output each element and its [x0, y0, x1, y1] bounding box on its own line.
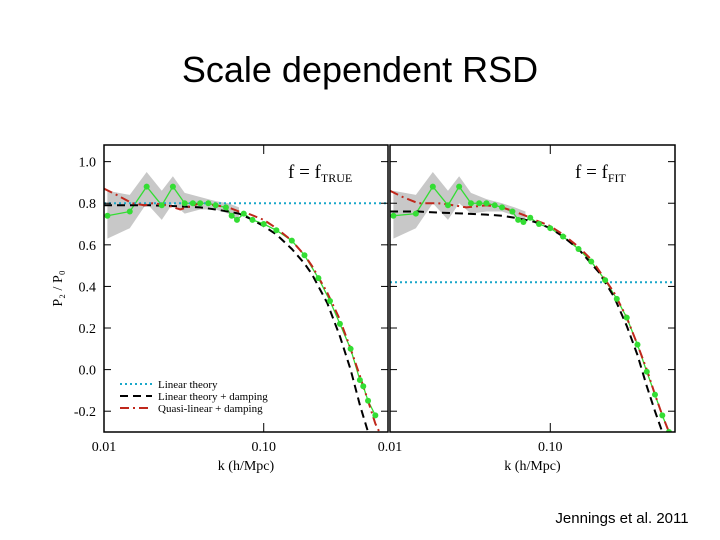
- data-point: [169, 183, 176, 190]
- plot-area: [104, 172, 388, 432]
- data-point: [499, 204, 506, 211]
- data-point: [181, 200, 188, 207]
- data-point: [491, 202, 498, 209]
- legend-label: Linear theory: [158, 379, 218, 391]
- x-tick-label: 0.01: [92, 440, 117, 455]
- x-tick-label: 0.10: [251, 440, 276, 455]
- data-point: [197, 200, 204, 207]
- data-point: [158, 202, 165, 209]
- data-point: [260, 221, 267, 228]
- data-point: [651, 391, 658, 398]
- legend-label: Quasi-linear + damping: [158, 403, 263, 415]
- data-point: [288, 237, 295, 244]
- annotation-sub: TRUE: [321, 171, 352, 185]
- y-tick-label: 0.0: [79, 364, 97, 379]
- data-point: [444, 202, 451, 209]
- data-point: [315, 275, 322, 282]
- plot-area: [390, 172, 675, 432]
- data-point: [143, 183, 150, 190]
- data-point: [412, 210, 419, 217]
- annotation-main: f = f: [288, 162, 322, 183]
- error-band: [107, 172, 239, 239]
- data-point: [547, 225, 554, 232]
- model-line: [390, 189, 670, 432]
- data-point: [623, 314, 630, 321]
- x-tick-label: 0.10: [538, 440, 563, 455]
- frame: [103, 144, 389, 433]
- data-point: [559, 233, 566, 240]
- data-point: [467, 200, 474, 207]
- y-tick-label: 0.8: [79, 197, 97, 212]
- data-point: [613, 295, 620, 302]
- data-point: [126, 208, 133, 215]
- slide-title: Scale dependent RSD: [182, 49, 538, 90]
- x-axis-label: k (h/Mpc): [218, 459, 275, 474]
- data-point: [390, 212, 397, 219]
- data-point: [205, 200, 212, 207]
- data-point: [634, 341, 641, 348]
- data-point: [336, 320, 343, 327]
- data-point: [372, 412, 379, 419]
- model-line: [390, 210, 664, 432]
- model-line: [104, 187, 381, 432]
- data-point: [222, 204, 229, 211]
- data-point: [189, 200, 196, 207]
- y-axis-label: P₂ / P₀: [51, 270, 66, 306]
- panel: 1.0 0.8 0.6 0.4 0.2 0.0 -0.2 0.01 0.10 k (h/Mpc) P…: [51, 144, 389, 474]
- annotation-sub: FIT: [608, 171, 627, 185]
- y-tick-label: -0.2: [74, 405, 96, 420]
- data-point: [535, 221, 542, 228]
- data-line: [107, 185, 376, 416]
- data-point: [520, 218, 527, 225]
- data-point: [104, 212, 111, 219]
- data-point: [360, 383, 367, 390]
- data-line: [393, 185, 670, 432]
- data-point: [228, 212, 235, 219]
- data-point: [483, 200, 490, 207]
- data-point: [575, 245, 582, 252]
- error-band: [393, 172, 526, 239]
- x-tick-label: 0.01: [378, 440, 403, 455]
- data-point: [602, 277, 609, 284]
- data-point: [347, 345, 354, 352]
- data-point: [509, 208, 516, 215]
- annotation-main: f = f: [575, 162, 609, 183]
- y-tick-label: 0.4: [79, 280, 97, 295]
- data-point: [301, 252, 308, 259]
- data-point: [249, 216, 256, 223]
- caption: Jennings et al. 2011: [555, 510, 688, 527]
- y-tick-label: 0.6: [79, 239, 97, 254]
- data-point: [233, 216, 240, 223]
- y-tick-label: 1.0: [79, 156, 97, 171]
- data-point: [273, 227, 280, 234]
- data-point: [456, 183, 463, 190]
- frame: [389, 144, 676, 433]
- annotation: f = fFIT: [575, 162, 627, 185]
- data-point: [476, 200, 483, 207]
- panel: 0.01 0.10 k (h/Mpc) f = fFIT: [378, 144, 676, 474]
- data-point: [515, 216, 522, 223]
- legend-label: Linear theory + damping: [158, 391, 268, 403]
- data-point: [365, 397, 372, 404]
- data-point: [240, 210, 247, 217]
- y-tick-label: 0.2: [79, 322, 97, 337]
- data-point: [588, 258, 595, 265]
- data-point: [643, 368, 650, 375]
- annotation: f = fTRUE: [288, 162, 352, 185]
- data-point: [527, 214, 534, 221]
- data-point: [212, 202, 219, 209]
- data-point: [429, 183, 436, 190]
- data-point: [326, 297, 333, 304]
- data-point: [356, 377, 363, 384]
- data-point: [659, 412, 666, 419]
- x-axis-label: k (h/Mpc): [504, 459, 561, 474]
